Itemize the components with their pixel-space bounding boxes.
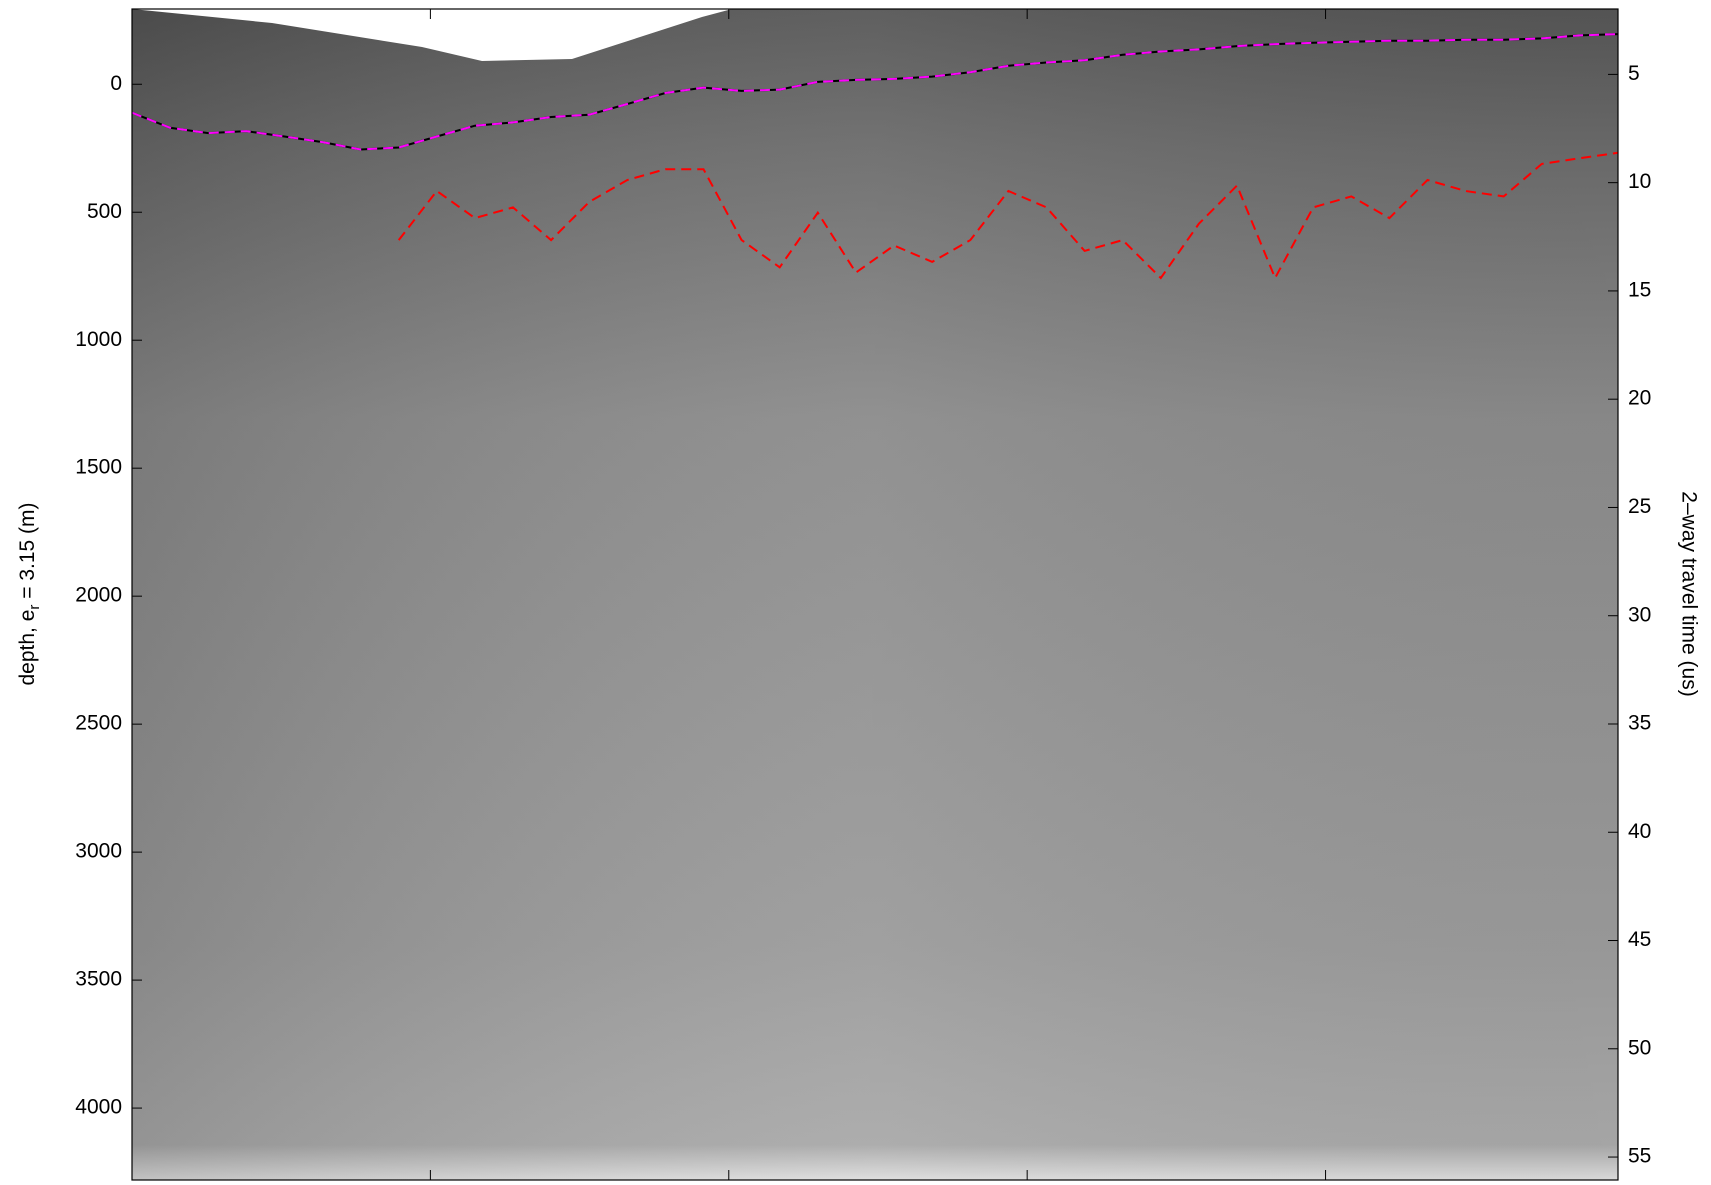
y-tick-label: 1000 (75, 328, 122, 351)
y-tick-label: 2500 (75, 712, 122, 735)
y2-tick-label: 25 (1628, 495, 1651, 518)
plot-area (131, 9, 1619, 1180)
y2-tick-label: 5 (1628, 62, 1640, 85)
y2-tick-label: 30 (1628, 603, 1651, 626)
y2-tick-label: 10 (1628, 170, 1651, 193)
y-tick-label: 0 (110, 72, 122, 95)
y2-tick-label: 45 (1628, 928, 1651, 951)
y-tick-label: 4000 (75, 1096, 122, 1119)
y-tick-label: 3500 (75, 968, 122, 991)
y2-tick-label: 15 (1628, 278, 1651, 301)
y2-tick-label: 50 (1628, 1036, 1651, 1059)
series-line (397, 151, 1619, 281)
y2-tick-label: 55 (1628, 1145, 1651, 1168)
y-tick-label: 3000 (75, 840, 122, 863)
y2-axis-label: 2–way travel time (us) (1677, 491, 1700, 696)
y-tick-label: 500 (87, 200, 122, 223)
y-axis-label: depth, er = 3.15 (m) (16, 502, 43, 685)
y-label-sub: r (26, 605, 43, 610)
y-tick-label: 2000 (75, 584, 122, 607)
plot-frame (131, 8, 1619, 1181)
y-tick-label: 1500 (75, 456, 122, 479)
y-label-rest: = 3.15 (m) (16, 502, 39, 604)
y2-tick-label: 35 (1628, 712, 1651, 735)
y-label-main: depth, e (16, 610, 39, 686)
radargram-shade (132, 9, 1618, 1180)
y2-tick-label: 20 (1628, 387, 1651, 410)
series-line (131, 33, 1619, 151)
air-gap (132, 9, 732, 61)
y2-tick-label: 40 (1628, 820, 1651, 843)
